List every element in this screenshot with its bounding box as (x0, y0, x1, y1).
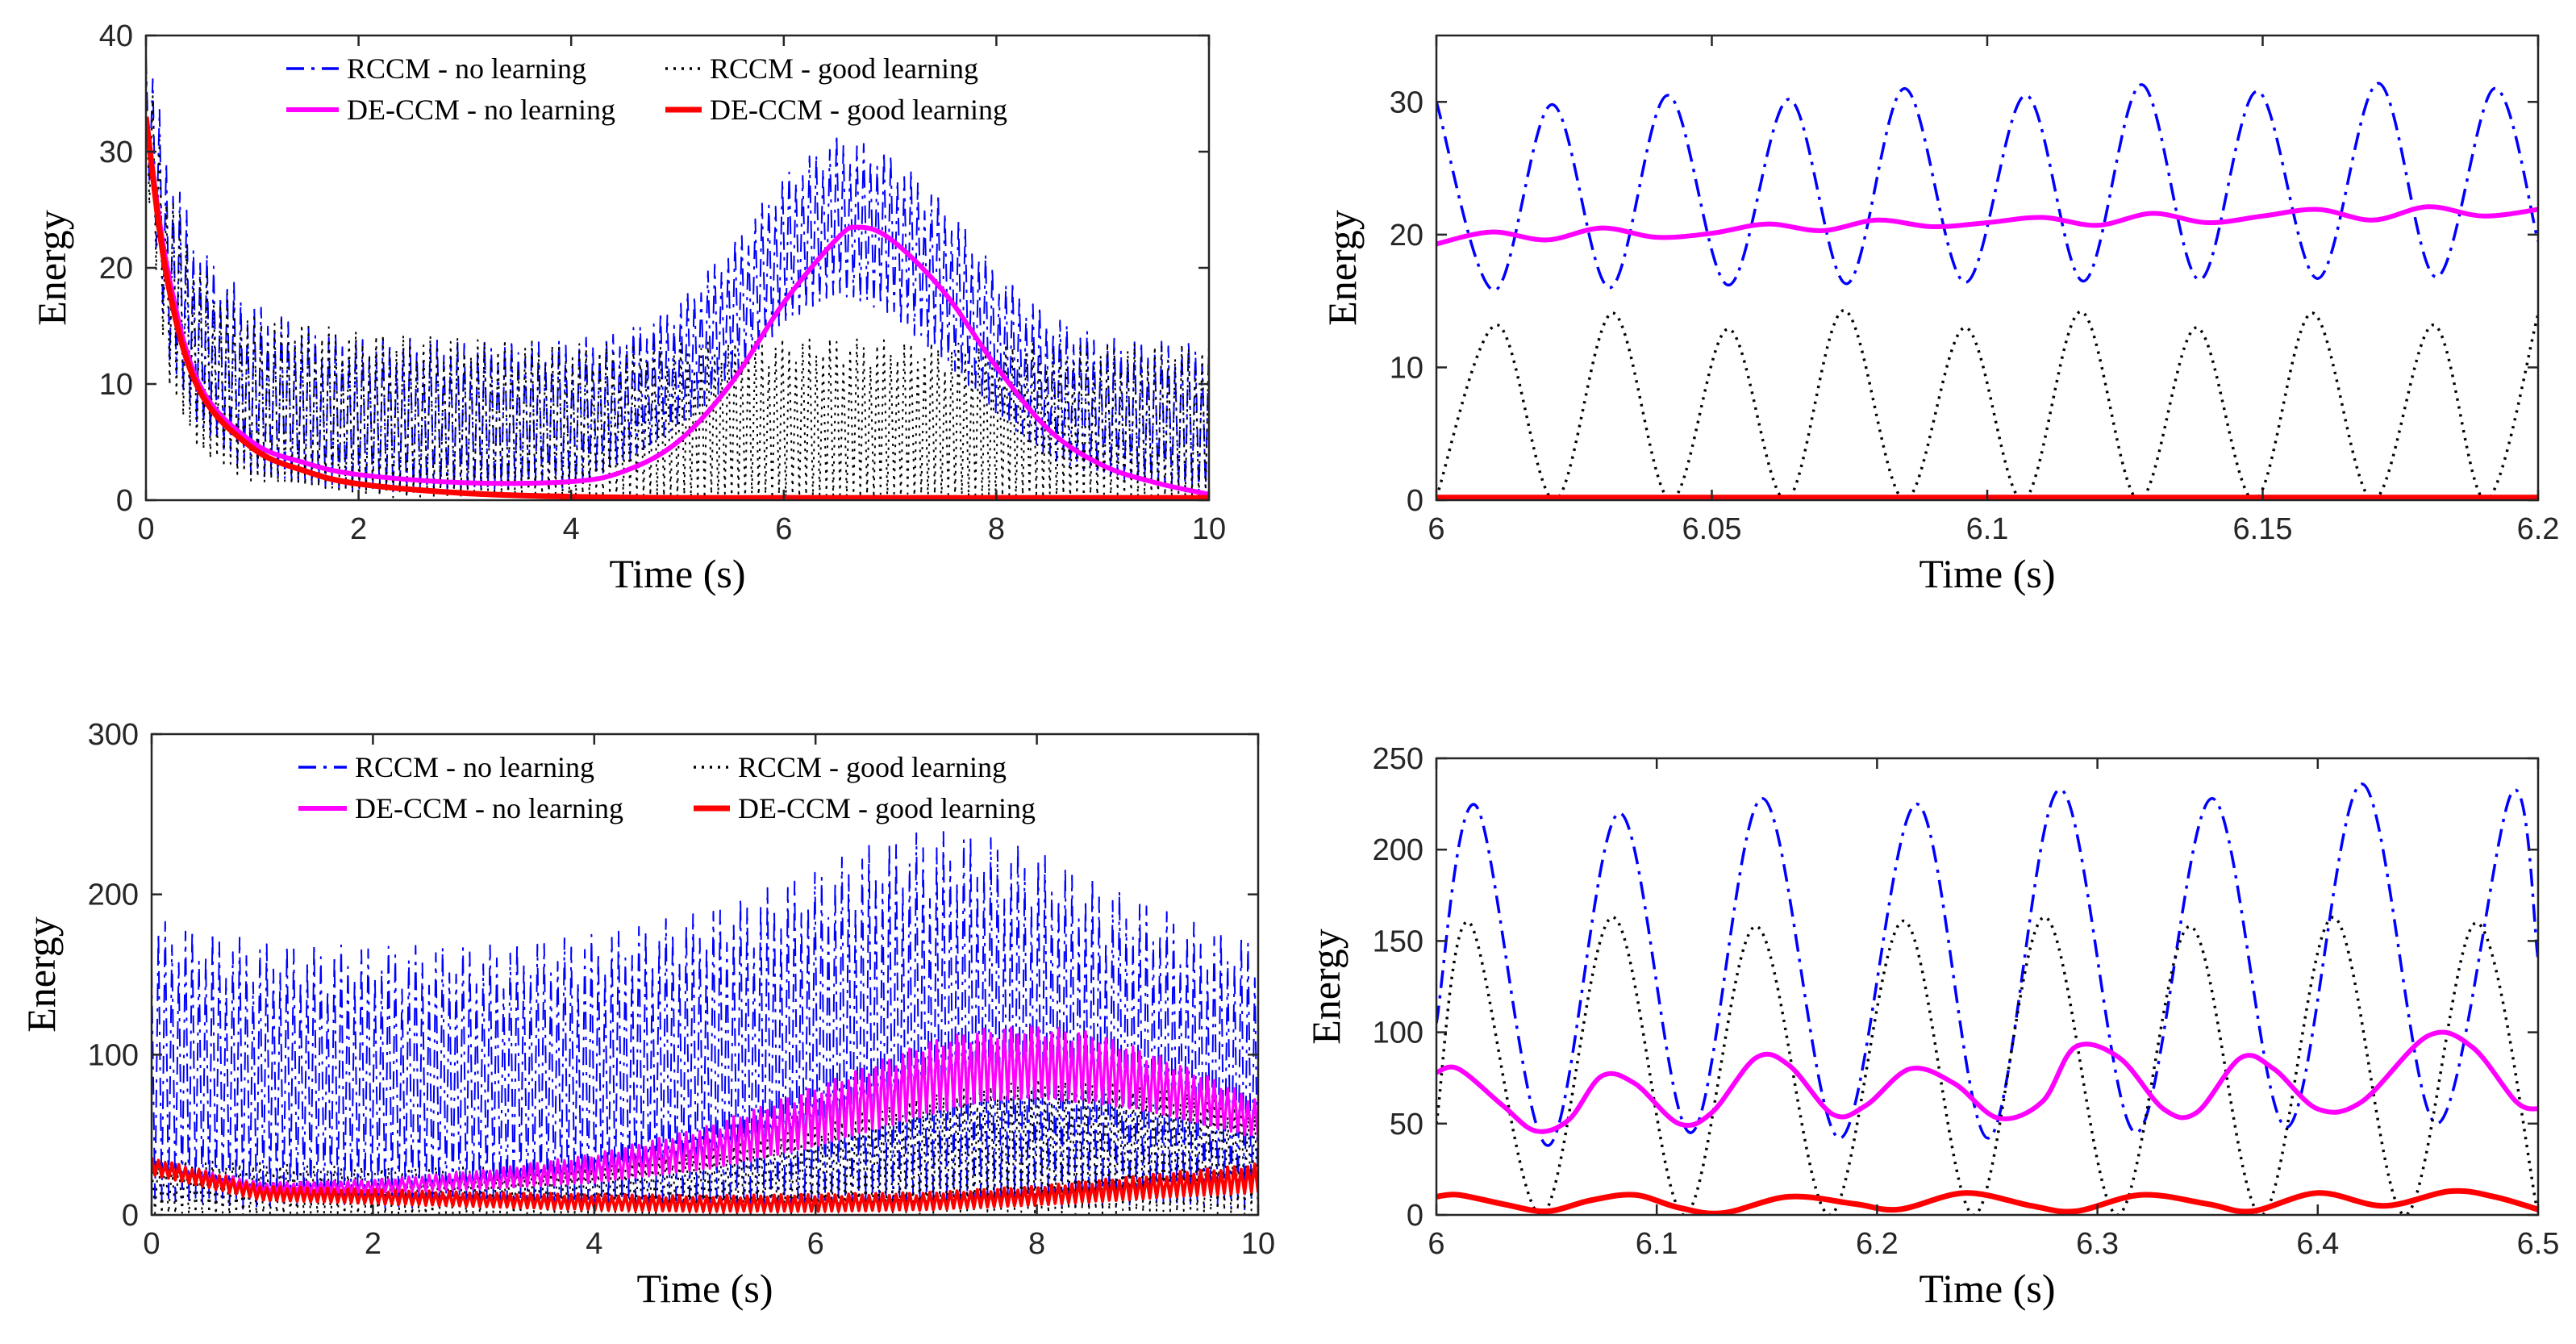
x-tick-label: 8 (1028, 1227, 1045, 1261)
plot-area (152, 831, 1258, 1215)
y-axis-label: Energy (19, 916, 64, 1032)
x-tick-label: 6 (1428, 512, 1444, 546)
legend-entry: DE-CCM - good learning (738, 792, 1036, 824)
legend-entry: RCCM - good learning (738, 751, 1007, 783)
series-de-ccm-good-learning (1436, 1187, 2538, 1215)
x-axis-label: Time (s) (1919, 1266, 2055, 1311)
y-axis-label: Energy (29, 210, 74, 325)
series-band (152, 831, 1258, 1211)
y-tick-label: 10 (99, 368, 133, 402)
x-tick-label: 2 (350, 512, 367, 546)
series-line (1436, 308, 2538, 500)
panel-top-right: 6 6.05 6.1 6.15 6.2 0 10 20 30 Time (s) Energy (1319, 34, 2560, 596)
series-rccm-no-learning (146, 56, 1209, 495)
series-line (1436, 1187, 2538, 1215)
x-tick-label: 10 (1241, 1227, 1275, 1261)
legend-entry: RCCM - no learning (347, 52, 586, 85)
y-tick-label: 300 (88, 718, 139, 752)
series-de-ccm-good-learning (146, 116, 1209, 500)
x-tick-label: 6.2 (2517, 512, 2560, 546)
legend-entry: RCCM - no learning (355, 751, 594, 783)
series-de-ccm-no-learning (146, 116, 1209, 497)
y-tick-label: 0 (1407, 484, 1423, 518)
x-tick-label: 6 (1428, 1227, 1444, 1261)
y-tick-label: 0 (1407, 1199, 1423, 1233)
x-axis-label: Time (s) (1919, 551, 2055, 596)
legend-entry: RCCM - good learning (710, 52, 978, 85)
y-tick-label: 50 (1390, 1108, 1423, 1142)
series-rccm-no-learning (152, 831, 1258, 1211)
series-de-ccm-no-learning (1436, 204, 2538, 247)
y-tick-label: 20 (1390, 219, 1423, 253)
x-tick-label: 6.1 (1966, 512, 2009, 546)
series-line (1436, 782, 2538, 1147)
panel-bottom-right: 6 6.1 6.2 6.3 6.4 6.5 0 50 100 150 200 250 Time (s) E… (1303, 742, 2559, 1311)
series-rccm-good-learning (1436, 308, 2538, 500)
y-tick-label: 150 (1373, 925, 1423, 958)
panel-top-left: 0 2 4 6 8 10 0 10 20 30 40 Time (s) Energy RCCM - no … (29, 19, 1226, 596)
series-rccm-no-learning (1436, 782, 2538, 1147)
x-tick-label: 6.1 (1636, 1227, 1678, 1261)
axes-frame (150, 733, 1260, 1217)
y-tick-label: 30 (99, 136, 133, 169)
series-de-ccm-good-learning (152, 1157, 1258, 1213)
x-tick-label: 6 (775, 512, 792, 546)
y-tick-label: 200 (88, 879, 139, 912)
legend: RCCM - no learning RCCM - good learning DE… (286, 52, 1007, 126)
legend: RCCM - no learning RCCM - good learning DE… (298, 751, 1036, 824)
y-tick-label: 30 (1390, 86, 1423, 119)
y-axis-label: Energy (1303, 929, 1348, 1044)
x-tick-label: 2 (365, 1227, 381, 1261)
series-rccm-no-learning (1436, 81, 2538, 292)
series-line (1436, 204, 2538, 247)
x-tick-label: 10 (1192, 512, 1226, 546)
x-tick-label: 6.2 (1856, 1227, 1899, 1261)
series-line (1436, 1029, 2538, 1134)
x-tick-label: 6.4 (2296, 1227, 2339, 1261)
x-tick-label: 6.3 (2076, 1227, 2119, 1261)
x-tick-label: 0 (143, 1227, 160, 1261)
x-tick-label: 0 (137, 512, 154, 546)
y-tick-label: 40 (99, 19, 133, 53)
x-axis-label: Time (s) (609, 551, 745, 596)
y-tick-label: 20 (99, 252, 133, 286)
x-tick-label: 8 (988, 512, 1005, 546)
x-tick-label: 6.05 (1682, 512, 1742, 546)
y-tick-label: 10 (1390, 351, 1423, 385)
series-line (1436, 81, 2538, 292)
y-tick-label: 0 (116, 484, 133, 518)
x-tick-label: 6 (807, 1227, 824, 1261)
legend-entry: DE-CCM - no learning (355, 792, 623, 824)
legend-entry: DE-CCM - no learning (347, 94, 615, 126)
y-tick-label: 100 (1373, 1016, 1423, 1050)
x-tick-label: 6.5 (2517, 1227, 2560, 1261)
y-tick-label: 100 (88, 1038, 139, 1072)
y-tick-label: 250 (1373, 742, 1423, 776)
plot-area (146, 56, 1209, 500)
legend-entry: DE-CCM - good learning (710, 94, 1007, 126)
x-axis-label: Time (s) (636, 1266, 773, 1311)
series-de-ccm-no-learning (1436, 1029, 2538, 1134)
axes-frame (1435, 757, 2540, 1217)
series-band (152, 1025, 1258, 1194)
x-tick-label: 4 (563, 512, 580, 546)
series-line (146, 116, 1209, 500)
x-tick-label: 4 (586, 1227, 602, 1261)
series-line (146, 116, 1209, 497)
series-de-ccm-no-learning (152, 1025, 1258, 1194)
series-band (152, 1157, 1258, 1213)
series-band (146, 56, 1209, 495)
y-tick-label: 0 (122, 1199, 139, 1233)
x-tick-label: 6.15 (2233, 512, 2293, 546)
y-tick-label: 200 (1373, 833, 1423, 867)
y-axis-label: Energy (1319, 210, 1365, 325)
